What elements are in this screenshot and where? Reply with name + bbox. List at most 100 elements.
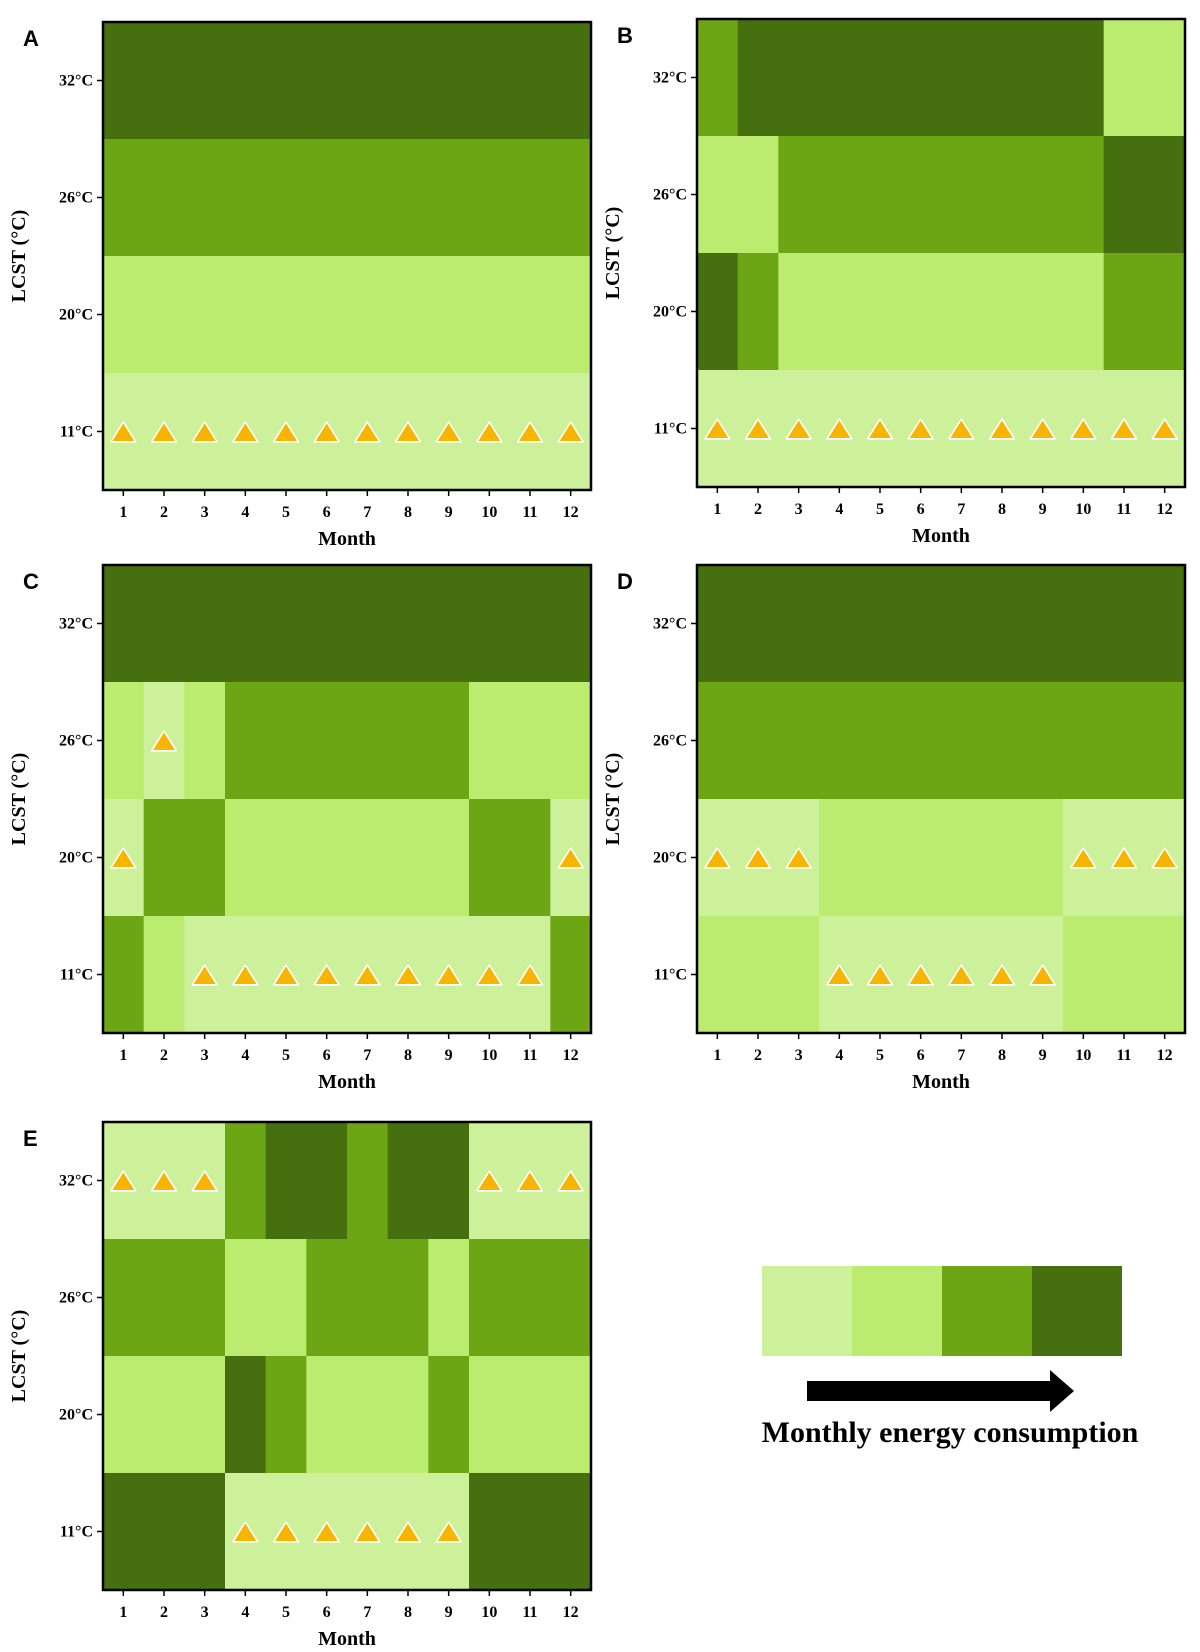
y-tick-label: 20°C bbox=[59, 307, 93, 324]
heatmap-cell bbox=[225, 1239, 267, 1357]
optimal-marker bbox=[272, 964, 300, 986]
x-tick-label: 9 bbox=[445, 1604, 453, 1621]
x-tick-label: 11 bbox=[1116, 501, 1131, 518]
y-tick-label: 32°C bbox=[59, 1173, 93, 1190]
heatmap-cell bbox=[1022, 136, 1064, 254]
panel-letter: B bbox=[617, 23, 633, 48]
heatmap-cell bbox=[306, 1356, 348, 1474]
x-tick-label: 6 bbox=[917, 501, 925, 518]
x-tick-label: 12 bbox=[1157, 1047, 1173, 1064]
panel-letter: A bbox=[23, 26, 39, 51]
heatmap-cell bbox=[550, 1239, 592, 1357]
legend-swatch bbox=[762, 1266, 852, 1356]
heatmap-cell bbox=[859, 253, 901, 371]
optimal-marker bbox=[232, 964, 259, 986]
x-tick-label: 9 bbox=[445, 504, 453, 521]
heatmap-cell bbox=[819, 136, 861, 254]
optimal-marker bbox=[907, 964, 934, 986]
optimal-marker bbox=[110, 847, 137, 869]
heatmap-cell bbox=[265, 1239, 307, 1357]
heatmap-cell bbox=[550, 22, 592, 140]
heatmap-cell bbox=[428, 1122, 470, 1240]
heatmap-cell bbox=[387, 22, 429, 140]
y-tick-label: 11°C bbox=[60, 424, 93, 441]
heatmap-cell bbox=[1144, 136, 1186, 254]
heatmap-cell bbox=[509, 682, 551, 800]
heatmap-cell bbox=[509, 139, 551, 257]
optimal-marker bbox=[948, 418, 975, 440]
optimal-marker bbox=[744, 847, 772, 869]
x-tick-label: 1 bbox=[119, 1047, 127, 1064]
heatmap-cell bbox=[387, 1122, 429, 1240]
x-tick-label: 7 bbox=[363, 1047, 371, 1064]
heatmap-cell bbox=[981, 565, 1023, 683]
heatmap-cell bbox=[900, 682, 942, 800]
heatmap-cell bbox=[347, 682, 389, 800]
x-tick-label: 1 bbox=[713, 1047, 721, 1064]
heatmap-cell bbox=[737, 565, 779, 683]
heatmap-cell bbox=[428, 799, 470, 917]
heatmap-cell bbox=[778, 916, 820, 1034]
heatmap-cell bbox=[143, 256, 185, 374]
legend: Monthly energy consumption bbox=[762, 1266, 1139, 1449]
x-tick-label: 2 bbox=[160, 504, 168, 521]
heatmap-cell bbox=[428, 256, 470, 374]
optimal-marker bbox=[476, 964, 503, 986]
x-axis-label: Month bbox=[912, 525, 970, 547]
x-tick-label: 8 bbox=[404, 1604, 412, 1621]
x-tick-label: 6 bbox=[323, 1604, 331, 1621]
y-tick-label: 26°C bbox=[653, 187, 687, 204]
x-tick-label: 10 bbox=[481, 504, 497, 521]
heatmap-cell bbox=[778, 565, 820, 683]
x-axis-label: Month bbox=[318, 1071, 376, 1093]
optimal-marker bbox=[354, 964, 381, 986]
heatmap-cell bbox=[509, 1239, 551, 1357]
optimal-marker bbox=[191, 964, 218, 986]
heatmap-cell bbox=[265, 256, 307, 374]
heatmap-cell bbox=[1103, 19, 1145, 137]
heatmap-cell bbox=[737, 253, 779, 371]
x-tick-label: 10 bbox=[1075, 1047, 1091, 1064]
heatmap-cell bbox=[184, 139, 226, 257]
x-tick-label: 2 bbox=[754, 1047, 762, 1064]
x-tick-label: 11 bbox=[522, 504, 537, 521]
optimal-marker bbox=[1110, 847, 1138, 869]
x-tick-label: 8 bbox=[998, 1047, 1006, 1064]
x-tick-label: 4 bbox=[241, 1047, 249, 1064]
optimal-marker bbox=[557, 1170, 584, 1192]
legend-swatch bbox=[1032, 1266, 1122, 1356]
x-tick-label: 3 bbox=[201, 504, 209, 521]
heatmap-cell bbox=[941, 19, 983, 137]
heatmap-cell bbox=[469, 1239, 511, 1357]
y-tick-label: 11°C bbox=[654, 421, 687, 438]
heatmap-cell bbox=[184, 1356, 226, 1474]
x-tick-label: 1 bbox=[713, 501, 721, 518]
x-tick-label: 10 bbox=[481, 1604, 497, 1621]
heatmap-cell bbox=[306, 1239, 348, 1357]
heatmap-cell bbox=[697, 136, 739, 254]
x-tick-label: 6 bbox=[323, 504, 331, 521]
optimal-marker bbox=[1151, 418, 1178, 440]
x-axis-label: Month bbox=[318, 1628, 376, 1650]
heatmap-cell bbox=[469, 1356, 511, 1474]
heatmap-cell bbox=[143, 22, 185, 140]
heatmap-cell bbox=[819, 565, 861, 683]
heatmap-cell bbox=[1144, 253, 1186, 371]
heatmap-cell bbox=[469, 256, 511, 374]
legend-swatch bbox=[942, 1266, 1032, 1356]
heatmap-cell bbox=[737, 682, 779, 800]
x-tick-label: 2 bbox=[754, 501, 762, 518]
heatmap-cell bbox=[1063, 253, 1105, 371]
heatmap-cell bbox=[697, 253, 739, 371]
optimal-marker bbox=[1110, 418, 1138, 440]
x-tick-label: 3 bbox=[201, 1047, 209, 1064]
heatmap-cell bbox=[225, 256, 267, 374]
heatmap-cell bbox=[1022, 682, 1064, 800]
heatmap-cell bbox=[1063, 565, 1105, 683]
heatmap-cell bbox=[428, 1356, 470, 1474]
heatmap-cell bbox=[981, 19, 1023, 137]
heatmap-cell bbox=[387, 1356, 429, 1474]
optimal-marker bbox=[313, 964, 340, 986]
heatmap-cell bbox=[550, 565, 592, 683]
